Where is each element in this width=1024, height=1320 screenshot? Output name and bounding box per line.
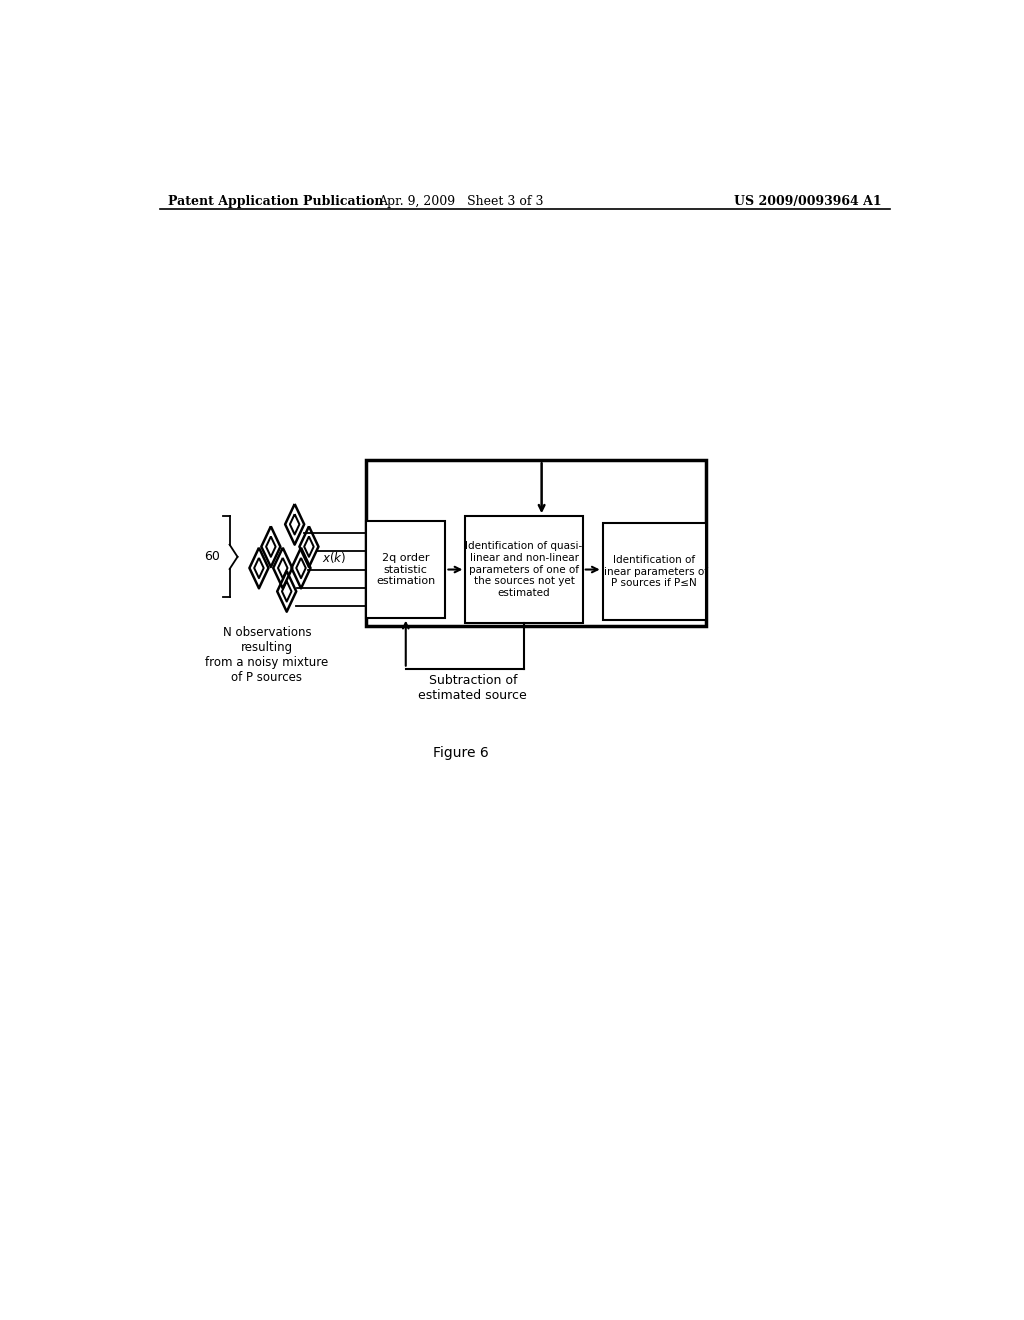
Text: 60: 60: [204, 550, 220, 564]
Text: 2q order
statistic
estimation: 2q order statistic estimation: [376, 553, 435, 586]
FancyBboxPatch shape: [367, 521, 445, 618]
Text: US 2009/0093964 A1: US 2009/0093964 A1: [734, 194, 882, 207]
Text: $x(k)$: $x(k)$: [323, 550, 347, 565]
Text: Subtraction of
estimated source: Subtraction of estimated source: [419, 673, 527, 702]
Text: Apr. 9, 2009   Sheet 3 of 3: Apr. 9, 2009 Sheet 3 of 3: [379, 194, 544, 207]
FancyBboxPatch shape: [465, 516, 583, 623]
Text: Figure 6: Figure 6: [433, 746, 489, 760]
FancyBboxPatch shape: [602, 523, 706, 620]
Text: N observations
resulting
from a noisy mixture
of P sources: N observations resulting from a noisy mi…: [205, 626, 329, 684]
Text: Patent Application Publication: Patent Application Publication: [168, 194, 383, 207]
Text: Identification of quasi-
linear and non-linear
parameters of one of
the sources : Identification of quasi- linear and non-…: [465, 541, 583, 598]
Text: Identification of
linear parameters of
P sources if P≤N: Identification of linear parameters of P…: [601, 554, 708, 589]
